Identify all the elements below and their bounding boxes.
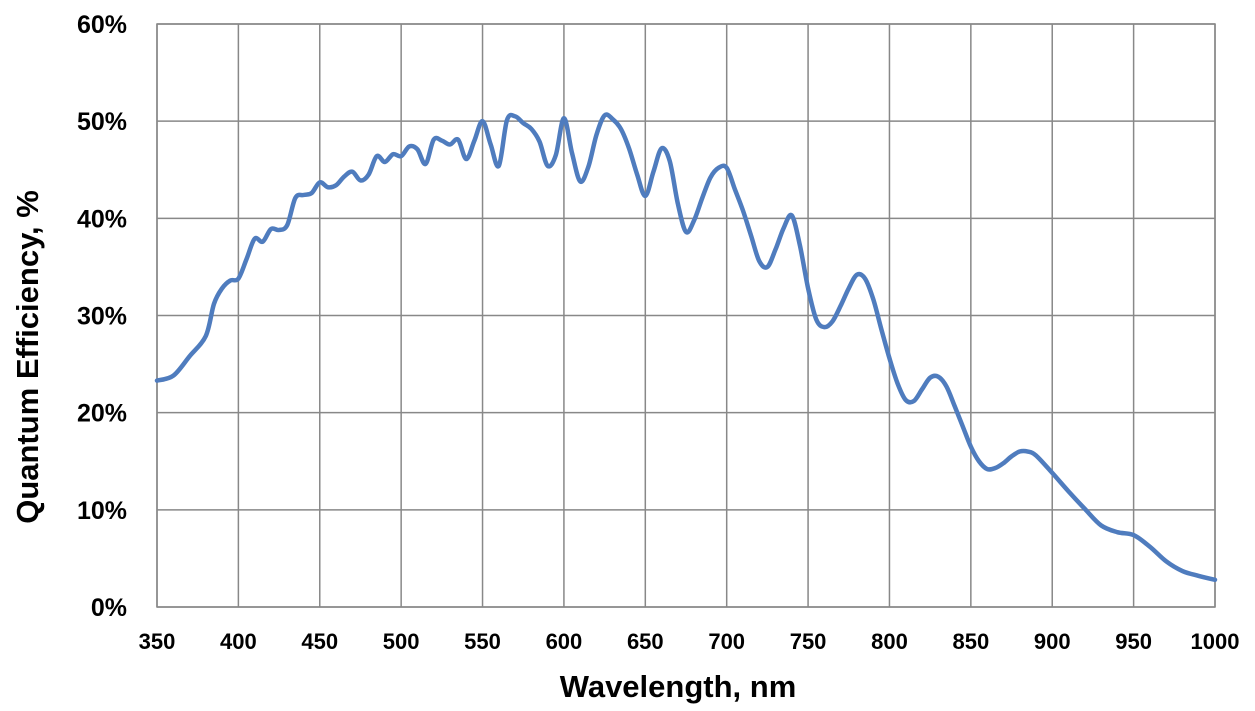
x-tick-label: 1000 bbox=[1191, 629, 1240, 654]
plot-frame bbox=[156, 23, 1216, 608]
y-tick-label: 60% bbox=[77, 11, 127, 39]
x-tick-label: 800 bbox=[871, 629, 908, 654]
x-tick-label: 650 bbox=[627, 629, 664, 654]
x-tick-label: 500 bbox=[383, 629, 420, 654]
x-tick-label: 600 bbox=[546, 629, 583, 654]
x-tick-label: 700 bbox=[708, 629, 745, 654]
x-tick-label: 850 bbox=[952, 629, 989, 654]
y-tick-label: 0% bbox=[91, 594, 127, 622]
x-tick-label: 750 bbox=[790, 629, 827, 654]
y-axis-title: Quantum Efficiency, % bbox=[10, 190, 45, 524]
grid bbox=[156, 23, 1216, 608]
x-tick-labels: 350 400 450 500 550 600 650 700 750 800 850 900 950 1… bbox=[139, 629, 1240, 654]
y-tick-labels: 0% 10% 20% 30% 40% 50% 60% bbox=[77, 11, 127, 622]
y-tick-label: 40% bbox=[77, 205, 127, 233]
x-tick-label: 400 bbox=[220, 629, 257, 654]
y-tick-label: 20% bbox=[77, 400, 127, 428]
y-tick-label: 50% bbox=[77, 108, 127, 136]
x-tick-label: 350 bbox=[139, 629, 176, 654]
x-tick-label: 900 bbox=[1034, 629, 1071, 654]
series-line bbox=[154, 112, 1218, 583]
y-tick-label: 10% bbox=[77, 497, 127, 525]
x-tick-label: 450 bbox=[301, 629, 338, 654]
x-tick-label: 950 bbox=[1115, 629, 1152, 654]
y-tick-label: 30% bbox=[77, 303, 127, 331]
x-tick-label: 550 bbox=[464, 629, 501, 654]
x-axis-title: Wavelength, nm bbox=[560, 669, 797, 704]
